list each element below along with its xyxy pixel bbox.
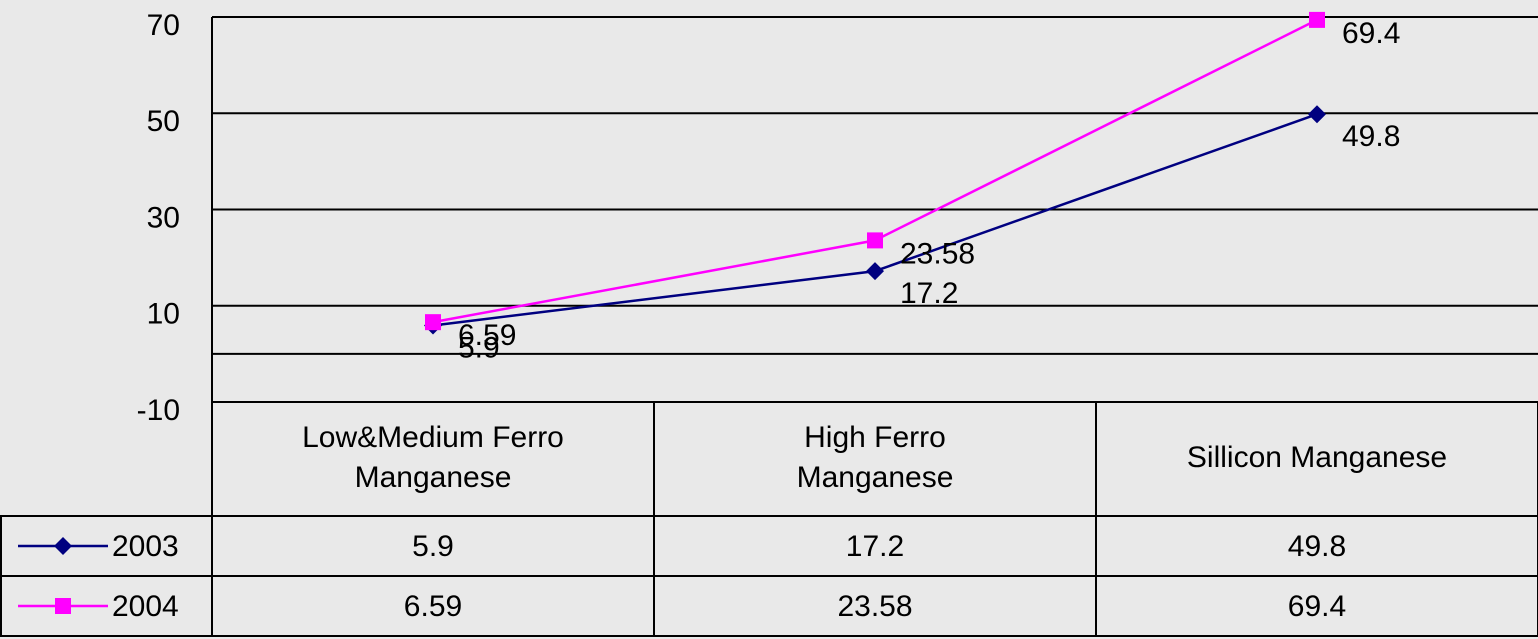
y-tick-label: 50 <box>147 105 180 138</box>
table-value: 5.9 <box>412 530 454 563</box>
label-line: Manganese <box>797 461 954 494</box>
y-tick-label: -10 <box>137 394 180 427</box>
data-label: 6.59 <box>458 319 516 352</box>
legend-label: 2004 <box>112 590 179 623</box>
series-line <box>432 113 1318 327</box>
table-value: 49.8 <box>1288 530 1346 563</box>
data-label: 5.9 <box>458 331 500 364</box>
label-line: Manganese <box>355 461 512 494</box>
y-tick-label: 70 <box>147 9 180 42</box>
legend-label: 2003 <box>112 530 179 563</box>
y-tick-label: 30 <box>147 201 180 234</box>
x-tick-label: High Ferro Manganese <box>797 421 954 494</box>
y-tick-label: 10 <box>147 298 180 331</box>
table-value: 17.2 <box>846 530 904 563</box>
data-label: 69.4 <box>1342 17 1400 50</box>
point <box>866 262 884 281</box>
point <box>1309 11 1325 28</box>
point <box>425 314 441 331</box>
x-tick-label: Low&Medium Ferro Manganese <box>302 421 564 494</box>
point <box>1308 105 1326 124</box>
table-value: 69.4 <box>1288 590 1346 623</box>
point <box>867 232 883 249</box>
label-line: High Ferro <box>804 421 946 454</box>
point <box>54 537 72 555</box>
data-label: 49.8 <box>1342 120 1400 153</box>
table-value: 23.58 <box>837 590 912 623</box>
label-line: Low&Medium Ferro <box>302 421 564 454</box>
data-label: 23.58 <box>900 237 975 270</box>
point <box>55 598 71 614</box>
x-tick-label: Sillicon Manganese <box>1187 441 1447 474</box>
table-value: 6.59 <box>404 590 462 623</box>
data-label: 17.2 <box>900 277 958 310</box>
